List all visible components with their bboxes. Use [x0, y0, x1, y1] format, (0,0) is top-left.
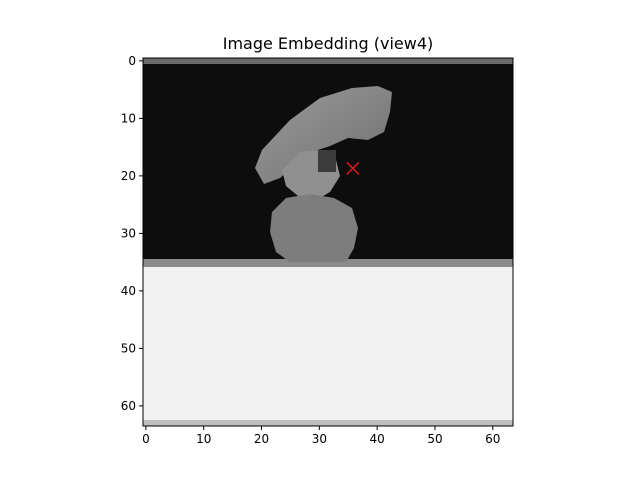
image-bottom-strip [143, 420, 513, 426]
object-base [270, 194, 358, 262]
marker-layer [346, 161, 360, 175]
image-floor-band [143, 259, 513, 267]
heatmap-image [143, 58, 513, 426]
y-tick-label: 60 [121, 399, 136, 413]
object-shadow [318, 150, 336, 172]
x-tick-label: 50 [427, 432, 442, 446]
image-top-strip [143, 58, 513, 64]
plot-frame [142, 57, 514, 427]
x-tick-label: 10 [196, 432, 211, 446]
x-tick-label: 30 [312, 432, 327, 446]
y-tick-label: 0 [128, 54, 136, 68]
object-upper-arm [255, 86, 392, 184]
x-axis: 0 10 20 30 40 50 60 [142, 426, 500, 446]
y-tick-label: 40 [121, 284, 136, 298]
x-tick-label: 0 [142, 432, 150, 446]
y-axis: 0 10 20 30 40 50 60 [121, 54, 143, 413]
chart-title: Image Embedding (view4) [223, 34, 434, 53]
x-tick-label: 20 [254, 432, 269, 446]
y-tick-label: 50 [121, 341, 136, 355]
y-tick-label: 10 [121, 111, 136, 125]
image-floor-region [143, 267, 513, 420]
x-marker-stroke [346, 161, 360, 175]
x-tick-label: 60 [485, 432, 500, 446]
y-tick-label: 20 [121, 169, 136, 183]
y-tick-label: 30 [121, 226, 136, 240]
x-tick-label: 40 [370, 432, 385, 446]
